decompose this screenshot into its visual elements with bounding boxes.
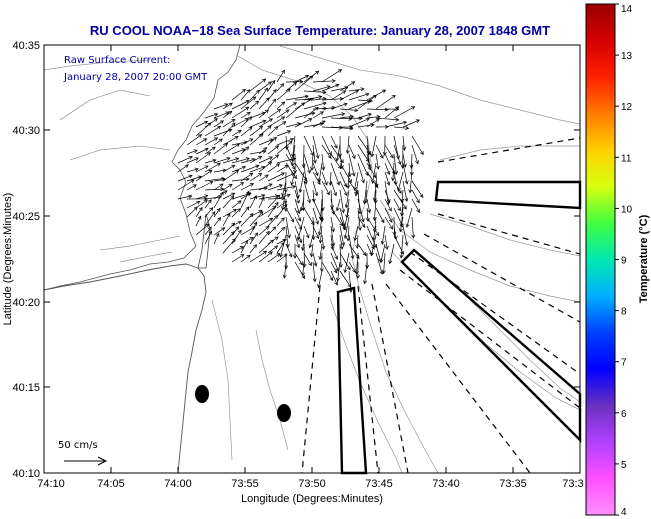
bay-detail: [59, 89, 181, 263]
colorbar-ramp: [585, 3, 616, 516]
colorbar-tick-label: 8: [621, 307, 627, 318]
colorbar-tick-label: 11: [621, 153, 632, 164]
bathymetry-contours: [43, 45, 581, 474]
colorbar-tick-label: 12: [621, 102, 633, 113]
colorbar-tick-label: 13: [621, 51, 633, 62]
annotation-line2: January 28, 2007 20:00 GMT: [63, 72, 208, 83]
station-marker: [195, 385, 209, 403]
y-tick-label: 40:25: [12, 211, 40, 223]
colorbar-tick-label: 9: [621, 256, 627, 267]
colorbar-label: Temperature (°C): [638, 214, 650, 303]
x-tick-label: 73:35: [499, 478, 527, 490]
figure-title: RU COOL NOAA−18 Sea Surface Temperature:…: [90, 23, 550, 38]
scale-label: 50 cm/s: [58, 440, 98, 451]
surface-current-vectors: [177, 69, 424, 293]
x-axis: 74:10 74:05 74:00 73:55 73:50 73:45 73:4…: [37, 45, 584, 505]
annotation-line1: Raw Surface Current:: [64, 55, 170, 66]
x-tick-label: 74:10: [37, 478, 65, 490]
colorbar-tick-label: 10: [621, 204, 633, 215]
colorbar: 14 13 12 11 10 9 8 7 6 5 4 Temperature (°C): [585, 3, 650, 518]
y-tick-label: 40:35: [12, 40, 40, 52]
y-tick-label: 40:10: [12, 468, 40, 480]
sandy-hook: [197, 213, 211, 269]
map-plot-area: Raw Surface Current: January 28, 2007 20…: [43, 44, 582, 475]
colorbar-tick-label: 4: [621, 507, 627, 518]
coastline-south: [43, 263, 207, 474]
colorbar-tick-label: 14: [621, 4, 633, 15]
x-tick-label: 73:40: [432, 478, 460, 490]
x-tick-label: 73:50: [298, 478, 326, 490]
y-tick-label: 40:30: [12, 125, 40, 137]
x-axis-label: Longitude (Degrees:Minutes): [241, 493, 383, 505]
y-tick-label: 40:15: [12, 382, 40, 394]
colorbar-tick-label: 5: [621, 460, 627, 471]
colorbar-tick-label: 7: [621, 358, 627, 369]
x-tick-label: 74:00: [164, 478, 192, 490]
station-marker: [277, 404, 291, 422]
coastline-north: [43, 44, 241, 291]
x-tick-label: 73:55: [231, 478, 259, 490]
x-tick-label: 73:45: [365, 478, 393, 490]
y-tick-label: 40:20: [12, 297, 40, 309]
y-axis-label: Latitude (Degrees:Minutes): [2, 193, 14, 326]
x-tick-label: 74:05: [97, 478, 125, 490]
scale-arrow: [64, 456, 108, 466]
x-tick-label: 73:3: [562, 478, 583, 490]
colorbar-tick-label: 6: [621, 409, 627, 420]
y-axis: 40:35 40:30 40:25 40:20 40:15 40:10 Lati…: [2, 40, 580, 480]
